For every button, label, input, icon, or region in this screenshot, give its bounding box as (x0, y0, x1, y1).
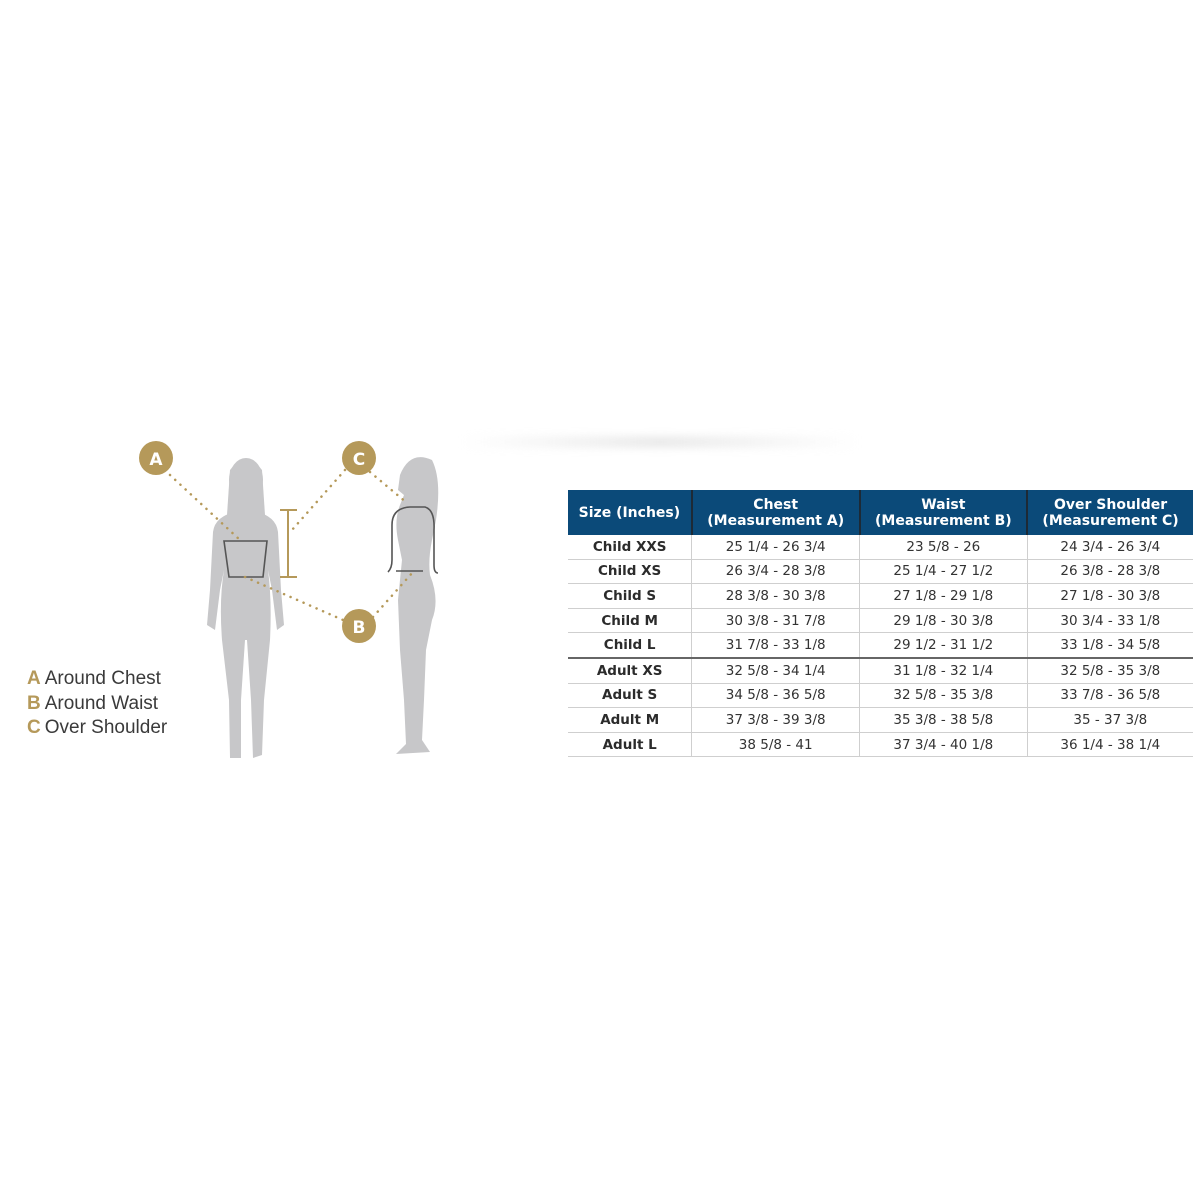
measurement-cell: 36 1/4 - 38 1/4 (1026, 732, 1193, 758)
size-cell: Child L (568, 632, 692, 659)
legend-item-b: B Around Waist (27, 692, 167, 717)
header-line: Chest (753, 496, 799, 513)
legend-item-c: C Over Shoulder (27, 716, 167, 741)
measurement-cell: 32 5/8 - 35 3/8 (859, 683, 1028, 709)
marker-c: C (342, 441, 376, 475)
measurement-cell: 25 1/4 - 26 3/4 (691, 535, 860, 560)
height-bracket (280, 509, 297, 578)
measurement-cell: 30 3/4 - 33 1/8 (1026, 608, 1193, 634)
table-row: Child L 31 7/8 - 33 1/8 29 1/2 - 31 1/2 33 … (568, 632, 1193, 659)
column-header: Size (Inches) (568, 490, 692, 535)
column-header: Chest (Measurement A) (690, 490, 860, 535)
legend-label: Around Waist (44, 692, 159, 714)
measurement-cell: 35 - 37 3/8 (1026, 707, 1193, 733)
size-cell: Adult S (568, 683, 692, 709)
measurement-cell: 33 7/8 - 36 5/8 (1026, 683, 1193, 709)
table-row: Child XS 26 3/4 - 28 3/8 25 1/4 - 27 1/2 26… (568, 559, 1193, 585)
table-row: Child XXS 25 1/4 - 26 3/4 23 5/8 - 26 24 3/… (568, 535, 1193, 560)
measurement-cell: 32 5/8 - 35 3/8 (1026, 657, 1193, 684)
measurement-legend: A Around Chest B Around Waist C Over Should… (27, 667, 167, 741)
measurement-cell: 27 1/8 - 29 1/8 (859, 583, 1028, 609)
measurement-cell: 37 3/4 - 40 1/8 (859, 732, 1028, 758)
measurement-cell: 26 3/8 - 28 3/8 (1026, 559, 1193, 585)
side-silhouette (396, 457, 439, 754)
legend-key: A (27, 668, 41, 689)
legend-label: Around Chest (44, 668, 161, 689)
measurement-cell: 35 3/8 - 38 5/8 (859, 707, 1028, 733)
size-cell: Child XXS (568, 535, 692, 560)
measurement-cell: 27 1/8 - 30 3/8 (1026, 583, 1193, 609)
size-chart-table: Size (Inches) Chest (Measurement A) Waist (M… (568, 490, 1193, 758)
legend-label: Over Shoulder (44, 717, 168, 738)
shoulder-outline-side (387, 506, 439, 574)
svg-text:A: A (149, 450, 163, 470)
measurement-cell: 29 1/2 - 31 1/2 (859, 632, 1028, 659)
chest-outline-front (223, 540, 268, 578)
measurement-cell: 29 1/8 - 30 3/8 (859, 608, 1028, 634)
measurement-cell: 26 3/4 - 28 3/8 (691, 559, 860, 585)
table-row: Child S 28 3/8 - 30 3/8 27 1/8 - 29 1/8 27 … (568, 583, 1193, 609)
measurement-cell: 33 1/8 - 34 5/8 (1026, 632, 1193, 659)
size-cell: Adult XS (568, 657, 692, 684)
legend-key: B (27, 692, 41, 714)
measurement-cell: 24 3/4 - 26 3/4 (1026, 535, 1193, 560)
front-silhouette (207, 458, 284, 758)
header-line: (Measurement A) (707, 512, 845, 529)
decorative-shadow (460, 436, 860, 448)
svg-text:C: C (353, 450, 365, 470)
size-cell: Adult L (568, 732, 692, 758)
size-cell: Child XS (568, 559, 692, 585)
table-row: Adult L 38 5/8 - 41 37 3/4 - 40 1/8 36 1/4 … (568, 732, 1193, 758)
measurement-cell: 28 3/8 - 30 3/8 (691, 583, 860, 609)
size-cell: Adult M (568, 707, 692, 733)
column-header: Waist (Measurement B) (858, 490, 1028, 535)
table-row: Adult M 37 3/8 - 39 3/8 35 3/8 - 38 5/8 35 … (568, 707, 1193, 733)
size-cell: Child S (568, 583, 692, 609)
header-line: Waist (921, 496, 966, 513)
measurement-cell: 34 5/8 - 36 5/8 (691, 683, 860, 709)
legend-key: C (27, 717, 41, 738)
measurement-cell: 23 5/8 - 26 (859, 535, 1028, 560)
dotted-leaders (168, 468, 415, 622)
measurement-cell: 32 5/8 - 34 1/4 (691, 657, 860, 684)
measurement-cell: 31 7/8 - 33 1/8 (691, 632, 860, 659)
legend-item-a: A Around Chest (27, 667, 167, 692)
table-row: Child M 30 3/8 - 31 7/8 29 1/8 - 30 3/8 30 … (568, 608, 1193, 634)
marker-a: A (139, 441, 173, 475)
header-line: Size (Inches) (578, 504, 681, 521)
header-line: Over Shoulder (1053, 496, 1168, 513)
measurement-cell: 25 1/4 - 27 1/2 (859, 559, 1028, 585)
measurement-cell: 30 3/8 - 31 7/8 (691, 608, 860, 634)
measurement-cell: 31 1/8 - 32 1/4 (859, 657, 1028, 684)
marker-b: B (342, 609, 376, 643)
svg-text:B: B (353, 618, 366, 638)
table-row: Adult XS 32 5/8 - 34 1/4 31 1/8 - 32 1/4 32… (568, 657, 1193, 684)
size-cell: Child M (568, 608, 692, 634)
column-header: Over Shoulder (Measurement C) (1026, 490, 1193, 535)
header-line: (Measurement C) (1042, 512, 1179, 529)
measurement-cell: 38 5/8 - 41 (691, 732, 860, 758)
table-header-row: Size (Inches) Chest (Measurement A) Waist (M… (568, 490, 1193, 535)
header-line: (Measurement B) (875, 512, 1012, 529)
table-row: Adult S 34 5/8 - 36 5/8 32 5/8 - 35 3/8 33 … (568, 683, 1193, 709)
measurement-cell: 37 3/8 - 39 3/8 (691, 707, 860, 733)
